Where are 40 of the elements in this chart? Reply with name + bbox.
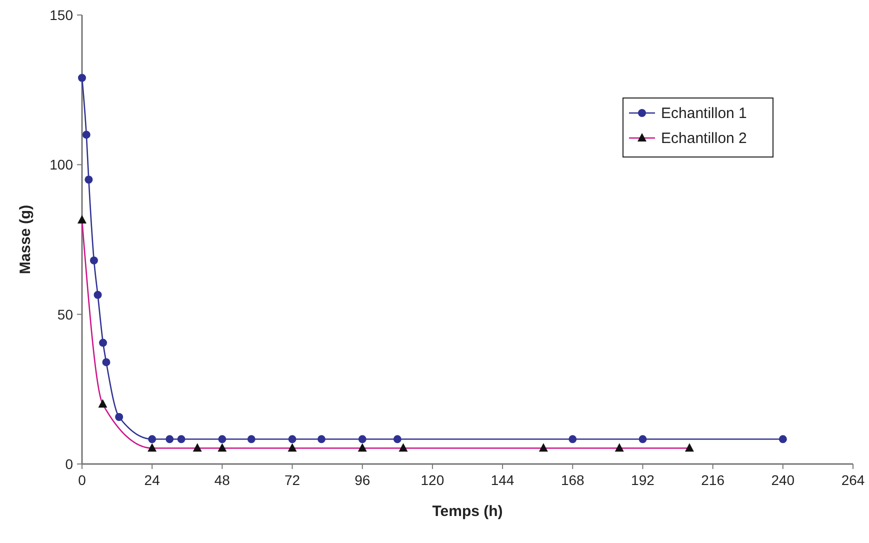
point (638, 435, 647, 444)
y-tick-label: 150 (50, 7, 74, 23)
x-tick-label: 24 (144, 472, 160, 488)
x-tick-label: 120 (420, 472, 444, 488)
x-tick-label: 0 (78, 472, 86, 488)
y-tick-label: 100 (50, 156, 74, 173)
x-tick-label: 264 (841, 472, 865, 488)
point (99, 338, 108, 347)
point (358, 435, 366, 444)
point (115, 413, 124, 422)
x-tick-label: 240 (771, 472, 795, 488)
x-tick-label: 216 (701, 472, 725, 488)
point (82, 130, 90, 139)
point (94, 290, 102, 299)
x-tick-label: 48 (214, 472, 230, 488)
x-tick-label: 72 (284, 472, 300, 488)
point (166, 435, 174, 444)
point (568, 435, 577, 444)
x-tick-label: 192 (631, 472, 655, 488)
x-tick-label: 168 (560, 472, 585, 488)
point (288, 435, 296, 444)
point (177, 435, 186, 444)
legend-label: Echantillon 1 (661, 105, 747, 122)
legend-label: Echantillon 2 (661, 130, 747, 147)
point (90, 256, 98, 264)
y-axis-title: Masse (g) (17, 204, 34, 274)
point (778, 435, 787, 444)
point (84, 176, 93, 184)
point (393, 435, 402, 444)
y-tick-label: 0 (65, 456, 74, 472)
x-tick-label: 96 (354, 472, 370, 488)
y-tick-label: 50 (57, 306, 74, 322)
x-tick-label: 144 (490, 472, 514, 488)
point (317, 435, 326, 444)
point (102, 358, 110, 366)
point (218, 435, 226, 444)
point (247, 435, 256, 444)
point (78, 74, 86, 82)
point (148, 435, 156, 444)
x-axis-title: Temps (h) (432, 503, 503, 520)
